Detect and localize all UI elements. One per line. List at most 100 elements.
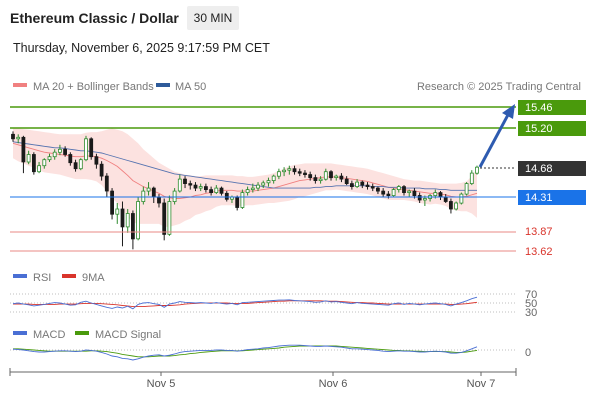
candle-body	[136, 201, 141, 240]
candle-body	[32, 154, 36, 173]
candle-body	[47, 156, 52, 161]
candle-body	[16, 136, 21, 140]
candle-body	[396, 186, 401, 191]
candle	[282, 167, 287, 177]
candle	[16, 134, 21, 144]
main-plot-area	[11, 128, 479, 250]
candle-body	[438, 192, 443, 198]
rsi-line	[12, 296, 478, 310]
copyright-text: Research © 2025 Trading Central	[417, 81, 581, 93]
candle	[120, 201, 125, 247]
candle-body	[391, 189, 396, 197]
candle-body	[386, 193, 391, 197]
candle-body	[115, 208, 120, 215]
bollinger-band-fill	[13, 128, 477, 227]
candle-body	[37, 165, 41, 173]
candle	[370, 183, 375, 192]
rsi-plot-area	[12, 296, 478, 310]
candle	[396, 185, 401, 193]
candle	[214, 185, 219, 195]
candle-body	[193, 184, 198, 189]
candle	[130, 210, 135, 250]
candle	[203, 183, 208, 193]
candle-body	[349, 183, 354, 188]
resistance-value-2: 15.20	[525, 123, 553, 135]
candle	[146, 182, 151, 196]
candle-body	[313, 177, 318, 182]
rsi-level-30: 30	[525, 307, 537, 319]
candle-body	[78, 159, 83, 170]
candle	[391, 188, 396, 198]
candle-body	[334, 175, 339, 179]
candle	[125, 208, 130, 233]
candle	[407, 189, 412, 198]
candle	[21, 135, 26, 174]
candle	[402, 185, 406, 196]
chart-timestamp: Thursday, November 6, 2025 9:17:59 PM CE…	[13, 41, 270, 55]
candle	[344, 176, 349, 186]
candle-body	[266, 180, 271, 184]
projection-arrow-line	[478, 112, 511, 168]
candle-body	[11, 133, 15, 140]
candle	[266, 177, 271, 187]
candle	[475, 165, 479, 175]
rsi-legend-swatch	[13, 274, 27, 278]
tick-label-nov7: Nov 7	[467, 378, 496, 390]
bb-legend-swatch	[13, 83, 27, 87]
rsi-legend-label: RSI	[33, 272, 51, 284]
candle-body	[443, 196, 448, 202]
candle-body	[235, 196, 240, 208]
rsi-ma-legend-label: 9MA	[82, 272, 105, 284]
time-axis: Nov 5 Nov 6 Nov 7	[9, 368, 517, 390]
candle-body	[125, 213, 130, 228]
candle	[58, 144, 62, 156]
candle-body	[417, 195, 422, 201]
ma50-legend-swatch	[156, 83, 170, 87]
level-lines: 15.46 15.20 14.68 14.31 13.87 13.62	[10, 100, 586, 258]
candle	[68, 152, 73, 166]
candle	[417, 192, 422, 204]
candle	[329, 170, 333, 181]
resistance-tag-2	[518, 121, 586, 136]
candle	[271, 174, 276, 184]
candle	[360, 180, 365, 189]
candle	[89, 137, 94, 160]
candle-body	[203, 186, 208, 191]
resistance-tag-1	[518, 100, 586, 115]
candle	[11, 131, 15, 142]
candle	[375, 186, 380, 195]
candle-body	[172, 190, 177, 203]
candle	[292, 165, 297, 175]
candle-body	[214, 187, 219, 194]
candle	[136, 197, 141, 241]
candle-body	[73, 162, 78, 170]
rsi-level-70: 70	[525, 289, 537, 301]
candle-body	[209, 189, 214, 194]
candle	[141, 186, 146, 205]
candle-body	[120, 208, 125, 228]
candle-body	[224, 192, 229, 200]
candle-body	[151, 187, 156, 198]
candle	[167, 195, 172, 236]
candle	[104, 173, 109, 198]
candle	[183, 176, 187, 189]
timeframe-button[interactable]: 30 MIN	[187, 6, 239, 30]
candle	[42, 158, 47, 169]
candle-body	[157, 196, 161, 204]
candle	[47, 153, 52, 162]
candle-body	[245, 189, 250, 194]
candle	[245, 186, 250, 196]
candle-body	[475, 166, 479, 174]
candle-body	[318, 178, 323, 182]
candle	[287, 165, 292, 175]
candle	[313, 174, 318, 184]
candle	[276, 168, 281, 180]
candle-body	[183, 178, 187, 185]
candle-body	[339, 175, 344, 180]
candle-body	[297, 171, 302, 174]
candle	[224, 191, 229, 202]
candle	[454, 201, 459, 211]
candle	[115, 203, 120, 224]
candle	[26, 150, 31, 165]
